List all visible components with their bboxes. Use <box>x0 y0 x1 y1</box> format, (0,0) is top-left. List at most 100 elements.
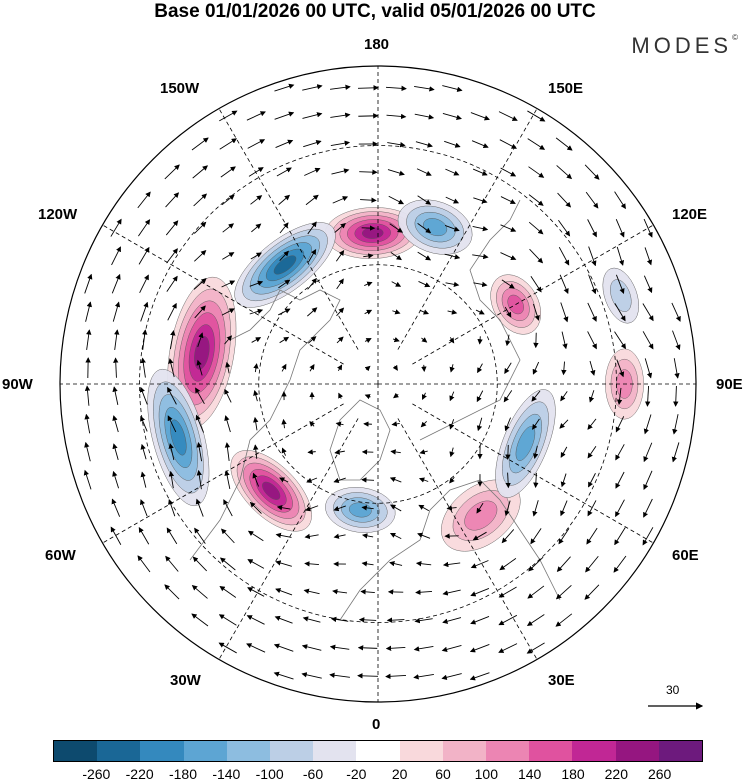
colorbar-swatch <box>140 741 184 761</box>
meridian-120 <box>412 224 654 365</box>
wind-arrow <box>333 477 346 484</box>
wind-arrow <box>364 338 372 343</box>
wind-arrow <box>191 584 208 599</box>
wind-arrow <box>246 615 265 625</box>
wind-arrow <box>504 306 512 318</box>
meridian-330 <box>218 418 359 660</box>
wind-arrow <box>168 358 175 378</box>
wind-arrow <box>588 390 595 403</box>
wind-arrow <box>361 561 374 567</box>
wind-arrow <box>417 532 431 539</box>
lon-label-0: 0 <box>372 716 381 733</box>
wind-arrow <box>418 281 431 288</box>
wind-arrow <box>499 139 517 149</box>
wind-arrow <box>218 642 237 654</box>
wind-arrow <box>671 302 681 322</box>
wind-arrow <box>558 528 570 545</box>
wind-arrow <box>278 194 291 205</box>
wind-arrow <box>252 472 259 487</box>
colorbar-tick-label: 100 <box>474 766 499 782</box>
wind-arrow <box>330 140 351 147</box>
wind-arrow <box>415 589 433 595</box>
wind-arrow <box>84 385 91 406</box>
wind-arrow <box>142 329 148 350</box>
colorbar-tick-label: 60 <box>435 766 451 782</box>
wind-arrow <box>442 589 461 596</box>
wind-arrow <box>416 168 432 176</box>
wind-arrow <box>276 167 292 177</box>
wind-arrow <box>530 528 542 545</box>
wind-arrow <box>302 112 323 119</box>
wind-arrow <box>224 388 232 403</box>
wind-arrow <box>167 386 177 405</box>
wind-arrow <box>165 192 180 208</box>
wind-arrow <box>392 364 398 371</box>
wind-arrow <box>138 526 150 545</box>
colorbar-tick-label: -60 <box>302 766 324 782</box>
wind-arrow <box>557 192 572 208</box>
wind-arrow <box>274 615 293 624</box>
wind-arrow <box>139 386 148 405</box>
wind-arrow <box>364 281 373 287</box>
wind-arrow <box>86 329 92 350</box>
wind-arrow <box>246 643 266 653</box>
wind-arrow <box>588 246 597 267</box>
colorbar-swatch <box>442 741 487 761</box>
wind-arrow <box>195 498 204 517</box>
wind-arrow <box>275 532 292 539</box>
wind-arrow <box>615 444 625 461</box>
wind-arrow <box>253 363 259 373</box>
wind-arrow <box>642 527 654 546</box>
colorbar-swatch <box>183 741 227 761</box>
wind-arrow <box>555 613 573 627</box>
wind-arrow <box>470 112 490 121</box>
wind-arrow <box>304 561 319 567</box>
wind-arrow <box>614 191 626 210</box>
wind-arrow <box>449 447 455 458</box>
page-title: Base 01/01/2026 00 UTC, valid 05/01/2026… <box>154 1 596 22</box>
wind-arrow <box>193 278 207 290</box>
wind-arrow <box>279 336 290 344</box>
wind-arrow <box>643 498 653 518</box>
wind-arrow <box>671 442 680 463</box>
wind-arrow <box>250 195 263 205</box>
wind-arrow <box>334 449 345 455</box>
colorbar-tick-label: 220 <box>604 766 629 782</box>
anomaly-pos-europe <box>441 479 521 552</box>
wind-arrow <box>247 139 266 149</box>
wind-arrow <box>309 420 315 427</box>
wind-arrow <box>420 420 427 428</box>
wind-arrow <box>415 561 432 567</box>
wind-arrow <box>442 561 461 568</box>
colorbar-swatch <box>97 741 141 761</box>
lon-label-180: 180 <box>364 36 390 53</box>
wind-arrow <box>417 223 432 234</box>
wind-arrow <box>221 528 235 544</box>
wind-arrow <box>500 224 517 232</box>
wind-arrow <box>470 616 490 625</box>
wind-arrow <box>110 218 122 237</box>
colorbar-tick-label: -100 <box>255 766 284 782</box>
wind-arrow <box>330 616 349 623</box>
wind-arrow <box>417 251 432 261</box>
wind-arrow <box>556 165 573 180</box>
colorbar-tick-label: -180 <box>168 766 198 782</box>
wind-arrow <box>505 472 511 489</box>
wind-arrow <box>470 560 489 569</box>
wind-arrow <box>587 331 597 350</box>
wind-arrow <box>305 505 319 512</box>
colorbar-tick-label: 140 <box>517 766 542 782</box>
wind-arrow <box>419 309 429 315</box>
wind-arrow <box>253 416 259 431</box>
wind-arrow <box>614 527 626 546</box>
wind-arrow <box>558 246 570 266</box>
wind-arrow <box>500 167 517 177</box>
wind-arrow <box>110 526 122 545</box>
wind-arrow <box>584 584 600 600</box>
wind-arrow <box>532 500 539 517</box>
wind-arrow <box>306 477 318 483</box>
wind-arrow <box>112 386 119 405</box>
wind-arrow <box>247 559 265 569</box>
wind-arrow <box>84 413 91 434</box>
